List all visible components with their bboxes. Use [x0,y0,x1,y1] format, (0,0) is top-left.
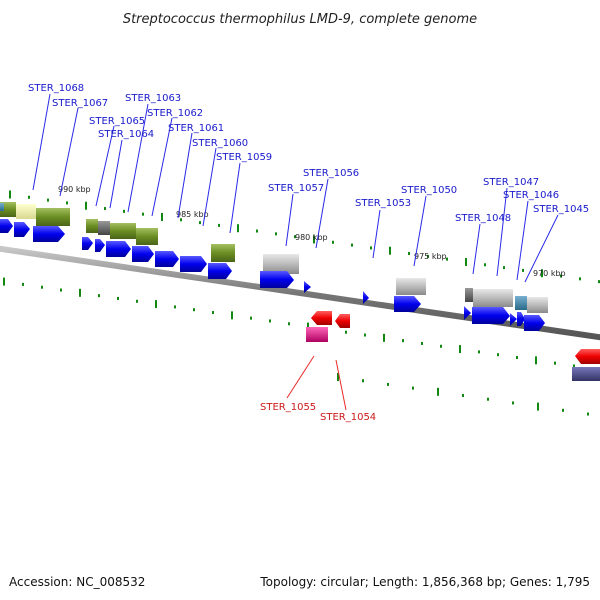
kbp-label-970: 970 kbp [533,269,566,278]
cog-bar [86,219,98,233]
gene-arrow-forward[interactable] [394,296,421,312]
leader-line [177,132,193,219]
cog-bar [527,297,548,313]
leader-line [315,178,329,249]
gene-label[interactable]: STER_1047 [483,177,539,188]
cog-bar [136,228,158,245]
cog-bar [473,289,513,307]
gene-arrow-forward[interactable] [260,271,294,288]
cog-bar [515,296,527,310]
topology-text: Topology: circular; Length: 1,856,368 bp… [259,575,590,589]
gene-arrow-forward[interactable] [304,281,311,293]
leader-line [229,162,241,234]
leader-line [95,125,115,207]
gene-label[interactable]: STER_1046 [503,190,559,201]
gene-arrow-forward[interactable] [472,307,510,324]
gene-arrow-forward[interactable] [363,291,369,304]
cds-track-reverse [306,311,600,381]
gene-label[interactable]: STER_1045 [533,204,589,215]
gene-arrow-forward[interactable] [180,256,207,272]
leader-line [335,359,347,411]
cog-bar [396,278,426,295]
gene-label[interactable]: STER_1061 [168,123,224,134]
gene-label[interactable]: STER_1060 [192,138,248,149]
cog-bar-reverse [572,367,600,381]
cds-track-forward [0,219,545,331]
leader-line [285,193,294,247]
leader-line [472,223,481,275]
gene-arrow-reverse[interactable] [575,349,600,364]
cog-bar [263,254,299,274]
gene-label[interactable]: STER_1062 [147,108,203,119]
gene-label[interactable]: STER_1057 [268,183,324,194]
kbp-label-990: 990 kbp [58,185,91,194]
cog-track-forward [0,202,548,313]
leader-line [32,93,51,191]
gene-arrow-forward[interactable] [132,246,154,262]
cog-bar [36,208,70,226]
gene-label[interactable]: STER_1048 [455,213,511,224]
leader-line [109,139,123,209]
gene-label[interactable]: STER_1053 [355,198,411,209]
gene-arrow-forward[interactable] [0,219,13,233]
gene-arrow-forward[interactable] [106,241,131,257]
gene-arrow-forward[interactable] [524,315,545,331]
leader-line [202,147,217,227]
gene-arrow-forward[interactable] [464,306,471,320]
gene-label[interactable]: STER_1067 [52,98,108,109]
gene-arrow-forward[interactable] [14,222,30,237]
kbp-label-985: 985 kbp [176,210,209,219]
cog-bar [0,203,4,211]
gene-label[interactable]: STER_1068 [28,83,84,94]
gene-arrow-forward[interactable] [82,237,93,250]
leader-line [59,107,79,197]
gene-label[interactable]: STER_1065 [89,116,145,127]
kbp-label-980: 980 kbp [295,233,328,242]
gene-arrow-reverse[interactable] [335,314,350,328]
gene-label[interactable]: STER_1063 [125,93,181,104]
gene-arrow-forward[interactable] [33,226,65,242]
cog-bar [110,223,136,239]
leader-line [286,355,315,399]
cog-bar-reverse [306,327,328,342]
gene-label[interactable]: STER_1059 [216,152,272,163]
tick-marks [3,190,600,416]
label-leaders [32,93,559,411]
accession-text: Accession: NC_008532 [9,575,145,589]
leader-line [151,117,173,217]
gene-label[interactable]: STER_1064 [98,129,154,140]
cog-bar [98,221,110,235]
leader-line [127,103,149,213]
gene-arrow-forward[interactable] [155,251,179,267]
gene-label[interactable]: STER_1054 [320,412,376,423]
gene-label[interactable]: STER_1050 [401,185,457,196]
leader-line [372,209,381,259]
gene-arrow-forward[interactable] [510,313,517,326]
cog-bar [465,288,473,302]
leader-line [496,187,508,277]
gene-labels: STER_1068 STER_1067 STER_1065 STER_1064 … [28,83,589,423]
map-title: Streptococcus thermophilus LMD-9, comple… [123,12,477,27]
leader-line [413,195,427,267]
cog-bar [211,244,235,262]
kbp-label-975: 975 kbp [414,252,447,261]
leader-line [516,200,529,281]
gene-label[interactable]: STER_1055 [260,402,316,413]
gene-label[interactable]: STER_1056 [303,168,359,179]
gene-arrow-reverse[interactable] [311,311,332,325]
gene-arrow-forward[interactable] [208,263,232,279]
cog-bar [16,204,36,219]
gene-arrow-forward[interactable] [95,239,105,252]
gene-arrow-forward[interactable] [517,312,525,326]
leader-line [524,214,559,283]
